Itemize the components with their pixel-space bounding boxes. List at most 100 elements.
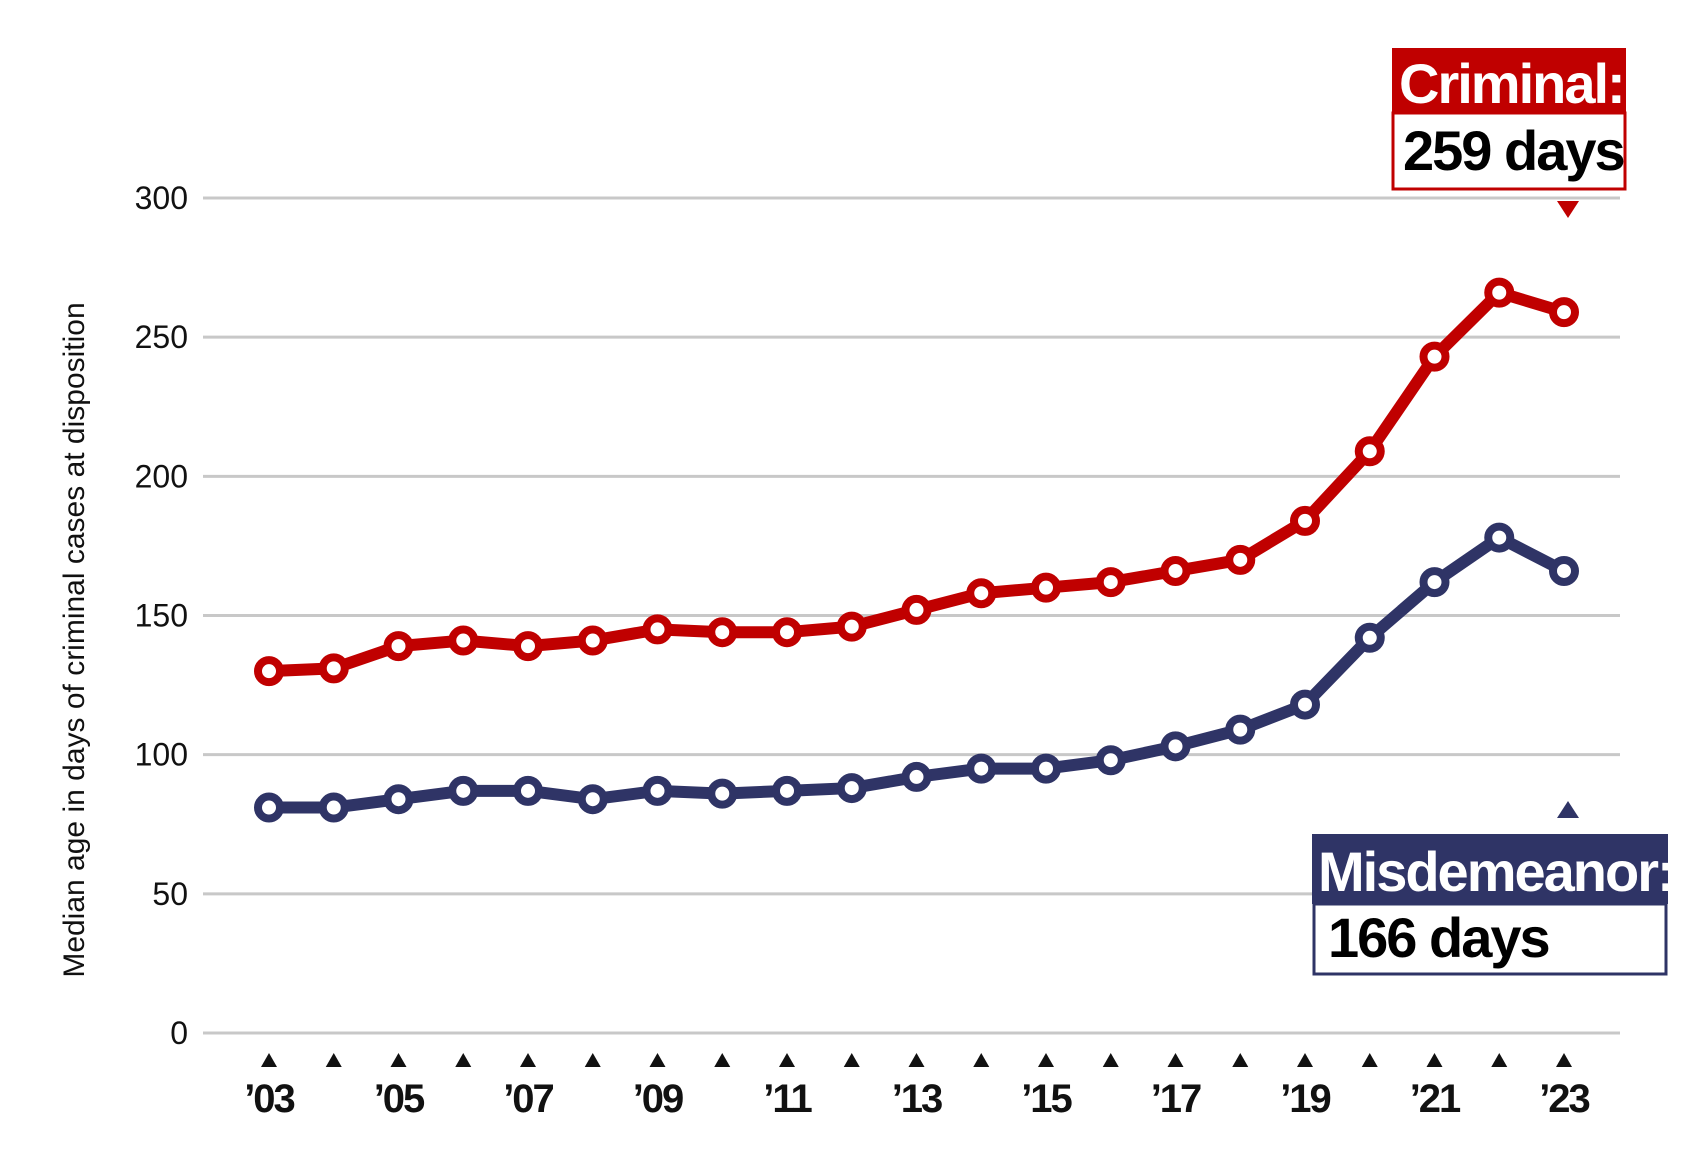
criminal-point — [577, 625, 608, 656]
x-tick-marker — [390, 1053, 407, 1067]
x-tick-marker — [1102, 1053, 1119, 1067]
x-axis-ticks: ’03 ’05 ’07 ’09 ’11 ’13 ’15 ’17 ’19 ’21 ’23 — [244, 1053, 1592, 1121]
misdemeanor-point — [513, 775, 543, 806]
y-tick-label: 100 — [135, 737, 188, 773]
criminal-point — [383, 631, 414, 662]
misdemeanor-series — [254, 522, 1579, 823]
y-tick-label: 50 — [152, 876, 188, 912]
y-axis-ticks: 0 50 100 150 200 250 300 — [135, 180, 188, 1051]
x-tick-marker — [1038, 1053, 1054, 1067]
misdemeanor-point — [836, 773, 867, 804]
criminal-point — [1549, 297, 1579, 328]
y-tick-label: 200 — [135, 458, 188, 494]
x-tick-marker — [1556, 1053, 1572, 1067]
x-tick-label: ’17 — [1151, 1077, 1201, 1121]
misdemeanor-point — [383, 784, 414, 815]
x-tick-label: ’13 — [892, 1077, 942, 1121]
misdemeanor-point — [901, 761, 932, 792]
misdemeanor-point — [318, 792, 349, 823]
criminal-point — [1354, 436, 1385, 467]
misdemeanor-callout-value: 166 days — [1328, 906, 1549, 969]
y-tick-label: 300 — [135, 180, 188, 216]
y-tick-label: 150 — [135, 598, 188, 634]
criminal-point — [1484, 277, 1515, 308]
misdemeanor-callout-header — [1312, 834, 1668, 904]
x-tick-label: ’19 — [1280, 1077, 1330, 1121]
x-tick-label: ’15 — [1021, 1077, 1072, 1121]
misdemeanor-point — [772, 775, 802, 806]
criminal-point — [836, 611, 867, 642]
x-tick-label: ’09 — [633, 1077, 683, 1121]
criminal-series — [254, 277, 1579, 687]
criminal-callout: Criminal: 259 days — [1391, 48, 1627, 218]
criminal-point — [1031, 572, 1061, 603]
misdemeanor-point — [1549, 555, 1579, 586]
x-tick-label: ’21 — [1410, 1077, 1461, 1121]
criminal-point — [1160, 555, 1191, 586]
x-tick-marker — [1297, 1053, 1313, 1067]
x-tick-label: ’11 — [763, 1077, 812, 1121]
x-tick-marker — [520, 1053, 536, 1067]
criminal-callout-header — [1392, 48, 1626, 113]
criminal-point — [254, 656, 284, 687]
misdemeanor-callout: Misdemeanor: 166 days — [1312, 801, 1676, 976]
x-tick-marker — [908, 1053, 925, 1067]
misdemeanor-point — [1225, 714, 1256, 745]
criminal-point — [448, 625, 479, 656]
criminal-point — [513, 631, 543, 662]
criminal-point — [772, 617, 802, 648]
criminal-point — [318, 653, 349, 684]
criminal-callout-body — [1391, 111, 1627, 191]
criminal-callout-title: Criminal: — [1399, 52, 1624, 115]
misdemeanor-point — [707, 778, 738, 809]
x-tick-marker — [1232, 1053, 1249, 1067]
criminal-point — [642, 614, 673, 645]
y-tick-label: 250 — [135, 319, 188, 355]
x-tick-marker — [325, 1053, 342, 1067]
series-lines — [254, 277, 1579, 823]
x-tick-label: ’05 — [374, 1077, 425, 1121]
y-axis-label: Median age in days of criminal cases at … — [58, 302, 91, 977]
misdemeanor-callout-title: Misdemeanor: — [1318, 840, 1674, 903]
x-tick-marker — [714, 1053, 731, 1067]
criminal-point — [1095, 567, 1126, 598]
y-tick-label: 0 — [170, 1015, 188, 1051]
x-tick-label: ’23 — [1539, 1077, 1589, 1121]
misdemeanor-point — [1419, 567, 1450, 598]
misdemeanor-point — [1290, 689, 1320, 720]
x-tick-marker — [1361, 1053, 1378, 1067]
x-tick-label: ’07 — [503, 1077, 553, 1121]
x-tick-marker — [1426, 1053, 1443, 1067]
x-tick-marker — [1167, 1053, 1184, 1067]
misdemeanor-point — [642, 775, 673, 806]
misdemeanor-point — [1031, 753, 1061, 784]
x-tick-marker — [779, 1053, 795, 1067]
criminal-callout-pointer — [1557, 201, 1579, 218]
x-tick-marker — [455, 1053, 472, 1067]
x-tick-marker — [973, 1053, 990, 1067]
misdemeanor-callout-body — [1312, 902, 1668, 976]
criminal-point — [1290, 505, 1320, 536]
misdemeanor-point — [577, 784, 608, 815]
criminal-point — [966, 578, 997, 609]
misdemeanor-point — [254, 792, 284, 823]
misdemeanor-point — [448, 775, 479, 806]
x-tick-label: ’03 — [244, 1077, 294, 1121]
misdemeanor-point — [1354, 622, 1385, 653]
x-tick-marker — [843, 1053, 860, 1067]
criminal-point — [1419, 341, 1450, 372]
misdemeanor-callout-pointer — [1557, 801, 1579, 818]
misdemeanor-point — [1484, 522, 1515, 553]
x-tick-marker — [1491, 1053, 1508, 1067]
x-tick-marker — [584, 1053, 601, 1067]
criminal-point — [707, 617, 738, 648]
criminal-callout-value: 259 days — [1403, 119, 1624, 182]
misdemeanor-point — [966, 753, 997, 784]
misdemeanor-point — [1160, 731, 1191, 762]
criminal-point — [901, 594, 932, 625]
misdemeanor-point — [1095, 745, 1126, 776]
x-tick-marker — [649, 1053, 666, 1067]
gridlines — [203, 196, 1620, 1035]
